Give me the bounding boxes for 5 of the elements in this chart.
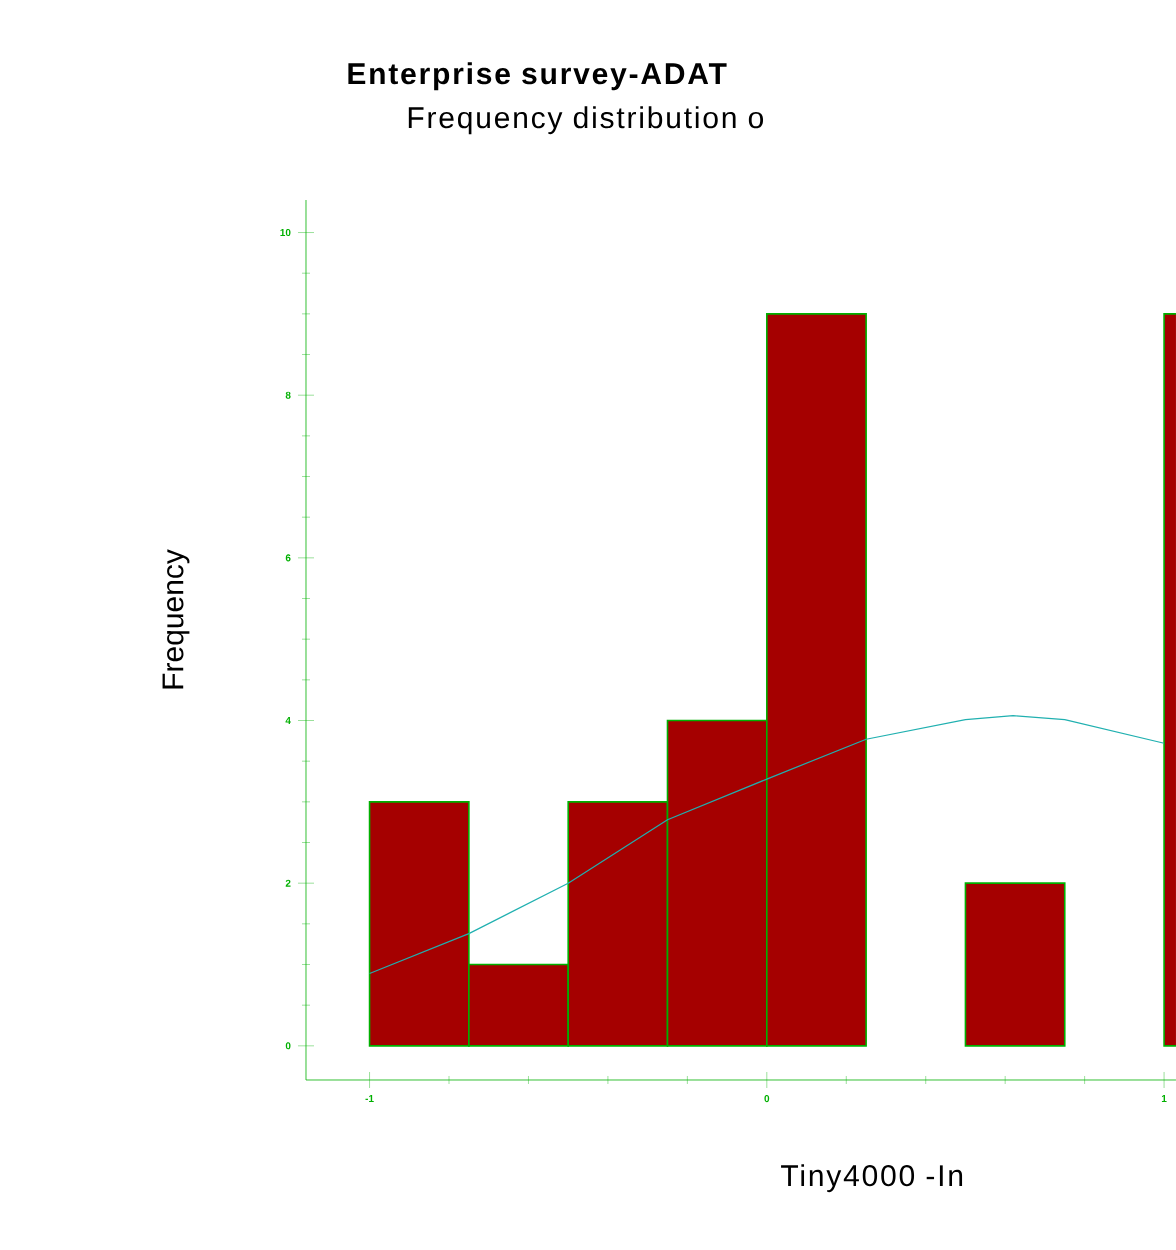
y-axis-title: Frequency — [162, 549, 190, 689]
chart-subtitle: Frequency distribution o — [408, 106, 764, 135]
line-series — [368, 715, 1165, 975]
chart-title: Enterprise survey-ADAT — [348, 62, 727, 91]
x-axis-title: Tiny4000 -In — [781, 1164, 963, 1193]
